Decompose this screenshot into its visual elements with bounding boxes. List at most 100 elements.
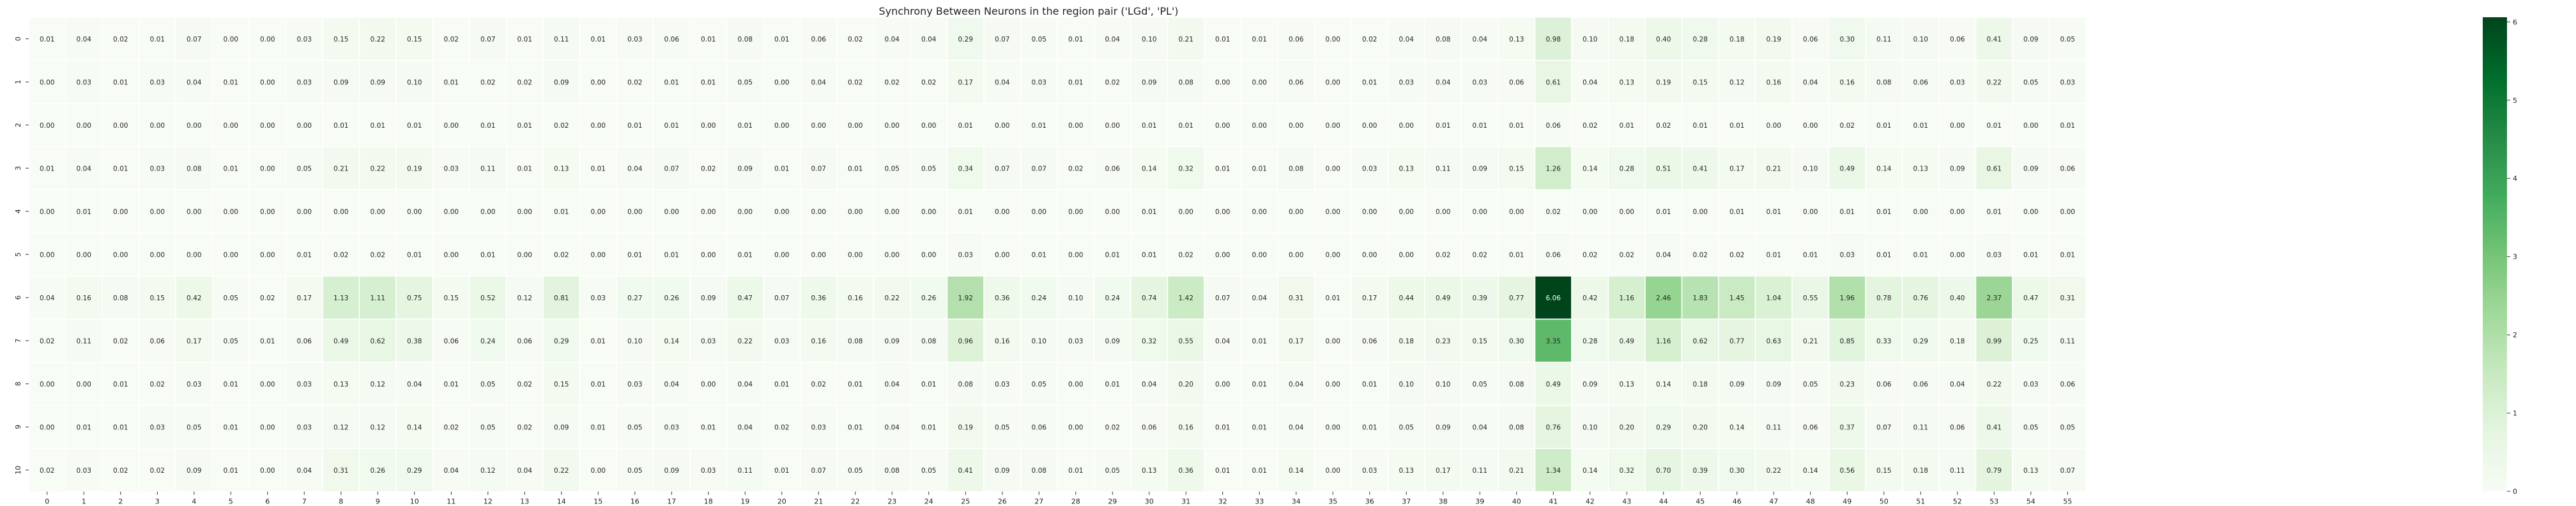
cell-value-label: 0.01 xyxy=(554,208,569,216)
heatmap-cell xyxy=(469,17,507,61)
cell-value-label: 0.00 xyxy=(1399,122,1414,130)
cell-value-label: 0.01 xyxy=(591,337,606,345)
cell-value-label: 0.01 xyxy=(1142,122,1156,130)
x-tick-label: 26 xyxy=(998,498,1007,506)
cell-value-label: 0.00 xyxy=(2023,122,2038,130)
x-tick-label: 3 xyxy=(155,498,160,506)
cell-value-label: 0.01 xyxy=(591,381,606,388)
cell-value-label: 0.39 xyxy=(1473,295,1487,302)
cell-value-label: 0.00 xyxy=(774,122,789,130)
x-tick-label: 20 xyxy=(778,498,786,506)
cell-value-label: 0.14 xyxy=(1583,165,1598,172)
heatmap-cell xyxy=(2048,404,2087,449)
cell-value-label: 0.20 xyxy=(1693,424,1708,431)
cell-value-label: 0.09 xyxy=(2023,36,2038,43)
cell-value-label: 0.13 xyxy=(554,165,569,172)
cell-value-label: 0.14 xyxy=(1656,381,1671,388)
cell-value-label: 0.13 xyxy=(1620,79,1634,86)
cell-value-label: 0.00 xyxy=(848,251,862,259)
heatmap-cell xyxy=(873,59,911,104)
cell-value-label: 0.05 xyxy=(224,295,238,302)
cell-value-label: 0.06 xyxy=(811,36,827,43)
cell-value-label: 0.06 xyxy=(1362,337,1377,345)
heatmap-cell xyxy=(1938,189,1977,234)
heatmap-cell xyxy=(1681,232,1719,277)
cell-value-label: 0.19 xyxy=(1656,79,1671,86)
cell-value-label: 0.00 xyxy=(224,36,238,43)
cell-value-label: 0.01 xyxy=(774,467,789,475)
cell-value-label: 0.00 xyxy=(260,467,275,475)
heatmap-cell xyxy=(1020,232,1058,277)
cell-value-label: 0.09 xyxy=(1473,165,1487,172)
cell-value-label: 0.00 xyxy=(371,208,385,216)
y-tick-label: 10 xyxy=(14,466,22,475)
cell-value-label: 0.01 xyxy=(334,122,348,130)
cell-value-label: 0.06 xyxy=(1546,251,1561,259)
cell-value-label: 0.07 xyxy=(774,295,789,302)
heatmap-cell xyxy=(322,17,360,61)
cell-value-label: 0.76 xyxy=(1913,295,1929,302)
cell-value-label: 0.00 xyxy=(40,424,54,431)
heatmap-cell xyxy=(432,103,470,148)
cell-value-label: 0.01 xyxy=(224,79,238,86)
cell-value-label: 0.03 xyxy=(995,381,1009,388)
heatmap-cell xyxy=(1020,17,1058,61)
cell-value-label: 0.01 xyxy=(1509,122,1524,130)
cell-value-label: 0.02 xyxy=(444,424,459,431)
cell-value-label: 0.01 xyxy=(1803,251,1818,259)
heatmap-cell xyxy=(542,146,581,190)
cell-value-label: 0.01 xyxy=(77,208,91,216)
heatmap-cell xyxy=(652,189,691,234)
cell-value-label: 0.00 xyxy=(1289,251,1303,259)
heatmap-cell xyxy=(1865,318,1903,363)
cell-value-label: 0.01 xyxy=(774,36,789,43)
heatmap-cell xyxy=(1607,232,1646,277)
heatmap-cell xyxy=(946,103,985,148)
cell-value-label: 0.30 xyxy=(1509,337,1524,345)
heatmap-cell xyxy=(2012,103,2050,148)
cell-value-label: 0.01 xyxy=(848,424,862,431)
cell-value-label: 0.05 xyxy=(995,424,1009,431)
cell-value-label: 0.41 xyxy=(1987,424,2002,431)
cell-value-label: 0.77 xyxy=(1509,295,1524,302)
heatmap-cell xyxy=(1093,318,1131,363)
cell-value-label: 0.00 xyxy=(444,122,459,130)
cell-value-label: 0.01 xyxy=(1473,122,1487,130)
cell-value-label: 0.01 xyxy=(1215,467,1230,475)
cell-value-label: 0.02 xyxy=(554,251,569,259)
cell-value-label: 0.49 xyxy=(1840,165,1855,172)
chart-title: Synchrony Between Neurons in the region … xyxy=(878,5,1179,17)
heatmap-cell xyxy=(1093,275,1131,320)
heatmap-cell xyxy=(652,448,691,493)
cell-value-label: 0.01 xyxy=(1656,208,1671,216)
heatmap-cell xyxy=(1828,318,1866,363)
cell-value-label: 0.02 xyxy=(701,165,716,172)
heatmap-cell xyxy=(1718,318,1756,363)
heatmap-cell xyxy=(1644,448,1683,493)
heatmap-cell xyxy=(285,17,323,61)
heatmap-cell xyxy=(2012,448,2050,493)
heatmap-cell xyxy=(542,448,581,493)
cell-value-label: 0.00 xyxy=(1215,208,1230,216)
cell-value-label: 0.01 xyxy=(1326,295,1340,302)
heatmap-cell xyxy=(763,362,801,406)
cell-value-label: 0.04 xyxy=(738,381,753,388)
cell-value-label: 0.01 xyxy=(1105,251,1120,259)
heatmap-cell xyxy=(2048,103,2087,148)
cell-value-label: 0.41 xyxy=(1693,165,1708,172)
heatmap-cell xyxy=(1387,448,1425,493)
cell-value-label: 0.08 xyxy=(1289,165,1303,172)
cell-value-label: 0.63 xyxy=(1767,337,1781,345)
heatmap-cell xyxy=(211,318,250,363)
cell-value-label: 0.04 xyxy=(1583,79,1598,86)
cell-value-label: 0.00 xyxy=(627,208,642,216)
cell-value-label: 0.00 xyxy=(77,251,91,259)
heatmap-cell xyxy=(249,189,287,234)
cell-value-label: 0.04 xyxy=(1803,79,1818,86)
cell-value-label: 0.00 xyxy=(1326,424,1340,431)
heatmap-cell xyxy=(322,362,360,406)
cell-value-label: 0.02 xyxy=(1068,165,1083,172)
cell-value-label: 0.10 xyxy=(1142,36,1156,43)
cell-value-label: 0.15 xyxy=(1693,79,1708,86)
cell-value-label: 0.01 xyxy=(1876,122,1891,130)
